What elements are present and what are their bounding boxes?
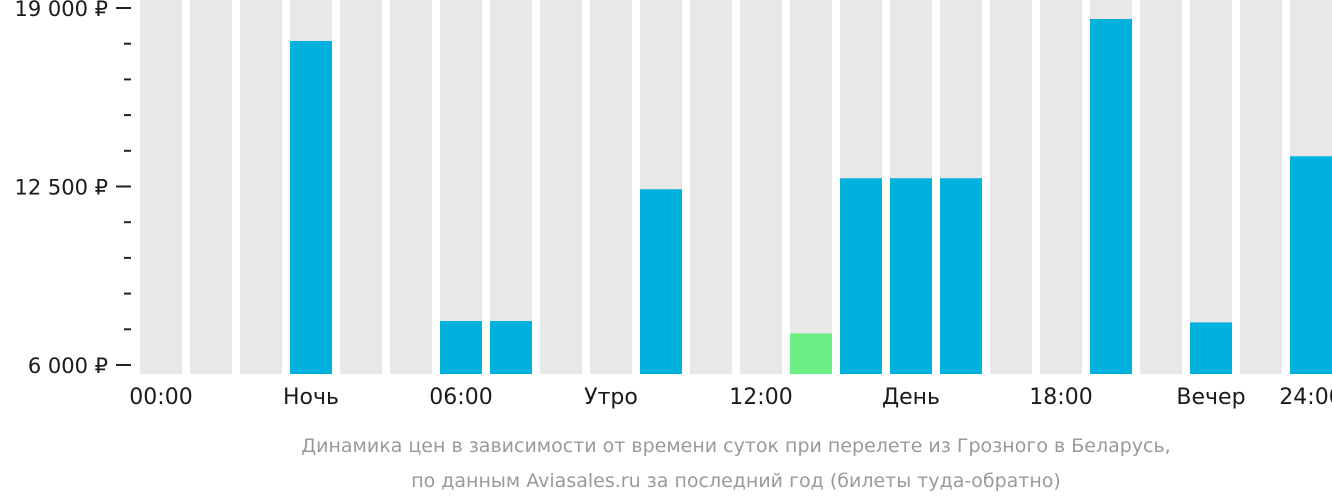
x-tick-label: 06:00	[429, 385, 492, 410]
y-tick-label: 12 500 ₽	[14, 176, 108, 200]
background-bar	[340, 0, 382, 374]
background-bar	[240, 0, 282, 374]
bar[interactable]	[840, 178, 882, 374]
background-bar	[990, 0, 1032, 374]
bar[interactable]	[290, 40, 332, 374]
bar[interactable]	[890, 178, 932, 374]
bar-cheapest[interactable]	[790, 333, 832, 374]
x-axis: 00:00 Ночь 06:00 Утро 12:00 День 18:00 Вечер 24:…	[129, 385, 1332, 410]
caption-line-2: по данным Aviasales.ru за последний год …	[411, 470, 1061, 492]
data-bars	[290, 18, 1332, 374]
background-bar	[390, 0, 432, 374]
background-bar	[590, 0, 632, 374]
x-tick-label: Ночь	[283, 385, 339, 410]
y-tick-label: 6 000 ₽	[28, 354, 108, 378]
background-bar	[790, 0, 832, 374]
x-tick-label: 00:00	[129, 385, 192, 410]
x-tick-label: 12:00	[729, 385, 792, 410]
x-tick-label: День	[882, 385, 940, 410]
bar[interactable]	[1190, 322, 1232, 374]
bar[interactable]	[490, 321, 532, 374]
bar[interactable]	[1090, 18, 1132, 374]
bar[interactable]	[940, 178, 982, 374]
x-tick-label: Утро	[584, 385, 638, 410]
background-bar	[740, 0, 782, 374]
background-bar	[490, 0, 532, 374]
background-bar	[140, 0, 182, 374]
background-bar	[190, 0, 232, 374]
x-tick-label: Вечер	[1176, 385, 1245, 410]
background-bar	[690, 0, 732, 374]
chart-caption: Динамика цен в зависимости от времени су…	[301, 435, 1170, 492]
y-tick-label: 19 000 ₽	[14, 0, 108, 21]
background-bar	[1190, 0, 1232, 374]
background-bar	[540, 0, 582, 374]
x-tick-label: 24:00	[1279, 385, 1332, 410]
background-bar	[1040, 0, 1082, 374]
bar[interactable]	[640, 189, 682, 374]
caption-line-1: Динамика цен в зависимости от времени су…	[301, 435, 1170, 457]
background-bar	[1240, 0, 1282, 374]
bar[interactable]	[1290, 156, 1332, 374]
background-bar	[440, 0, 482, 374]
bar[interactable]	[440, 321, 482, 374]
background-bar	[1140, 0, 1182, 374]
y-axis: 6 000 ₽ 12 500 ₽ 19 000 ₽	[14, 0, 131, 378]
x-tick-label: 18:00	[1029, 385, 1092, 410]
